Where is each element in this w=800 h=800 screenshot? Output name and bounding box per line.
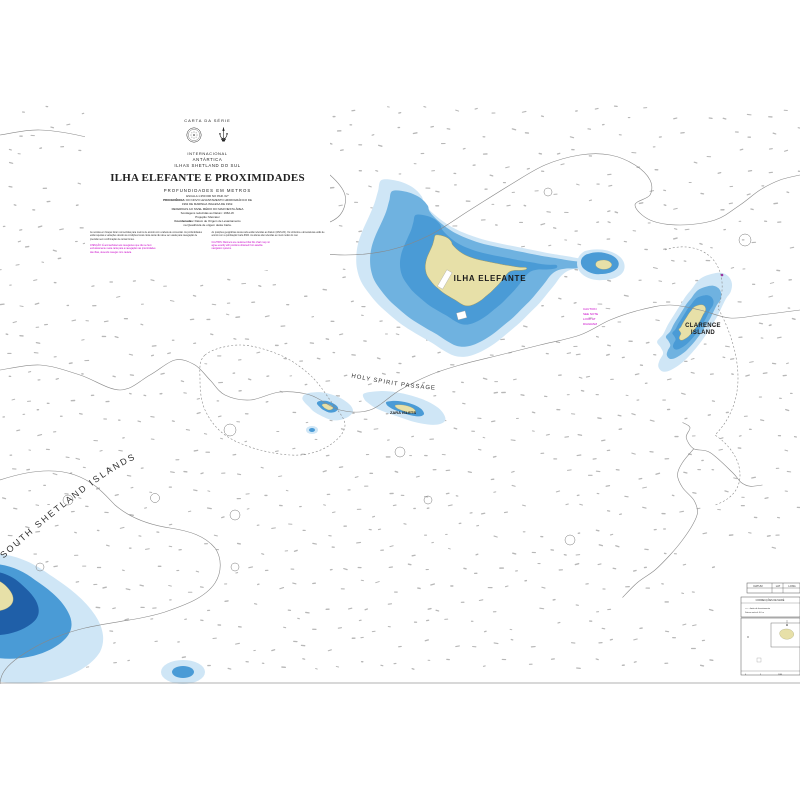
svg-text:CLARENCE: CLARENCE bbox=[685, 323, 721, 329]
svg-text:• • • • limite de levantamento: • • • • limite de levantamento bbox=[745, 607, 771, 610]
svg-text:10M: 10M bbox=[778, 674, 782, 676]
svg-text:LOOK AT: LOOK AT bbox=[583, 317, 596, 321]
svg-text:CORRECÇÕES DE MARÉ: CORRECÇÕES DE MARÉ bbox=[756, 599, 785, 602]
svg-text:CAUTION: CAUTION bbox=[583, 307, 597, 311]
svg-text:DIAGRAM: DIAGRAM bbox=[583, 322, 598, 326]
svg-text:LONG: LONG bbox=[788, 584, 795, 588]
svg-text:Datum vertical: 0.0 m: Datum vertical: 0.0 m bbox=[745, 611, 764, 614]
svg-text:DATUM: DATUM bbox=[753, 584, 762, 588]
svg-text:LAT: LAT bbox=[776, 584, 781, 588]
svg-text:ILHA ELEFANTE: ILHA ELEFANTE bbox=[454, 274, 527, 283]
svg-text:ZARA ISLETS: ZARA ISLETS bbox=[390, 410, 416, 415]
svg-text:SEE NOTE: SEE NOTE bbox=[583, 312, 598, 316]
svg-text:ISLAND: ISLAND bbox=[691, 330, 715, 336]
